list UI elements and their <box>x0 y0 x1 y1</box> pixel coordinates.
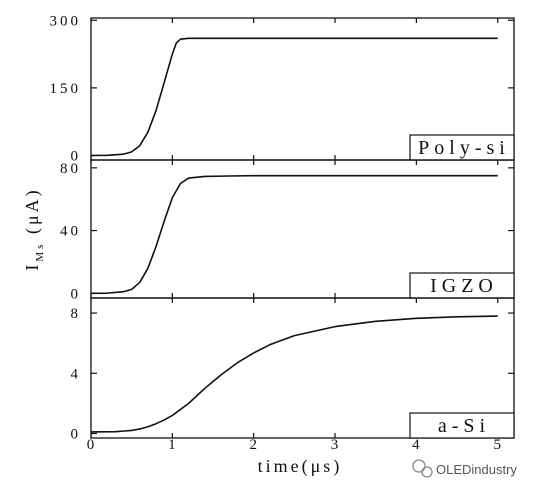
y-tick-label: 8 <box>71 306 82 322</box>
panel-label-box <box>409 412 515 439</box>
axis-titles: IMs (μA) time(μs) <box>22 187 343 477</box>
y-tick-label: 40 <box>60 224 81 240</box>
watermark-text: OLEDindustry <box>436 462 517 477</box>
wechat-icon <box>412 459 433 478</box>
y-tick-label: 0 <box>71 426 82 442</box>
x-tick-label: 2 <box>249 437 260 453</box>
y-axis-title: IMs (μA) <box>22 187 46 270</box>
watermark: OLEDindustry <box>412 459 517 478</box>
x-tick-label: 3 <box>331 437 342 453</box>
panel-label: IGZO <box>430 275 498 297</box>
x-tick-labels: 0 1 2 3 4 5 <box>87 437 504 453</box>
x-tick-label: 0 <box>87 437 98 453</box>
y-tick-label: 4 <box>71 366 82 382</box>
y-tick-label: 0 <box>71 286 82 302</box>
x-tick-label: 1 <box>168 437 179 453</box>
y-tick-label: 0 <box>71 148 82 164</box>
panel-frame <box>90 297 515 439</box>
panel-label: a-Si <box>438 415 490 437</box>
y-tick-label: 150 <box>50 81 82 97</box>
panel-poly-si: 0 150 300 Poly-si <box>50 13 515 164</box>
y-tick-label: 300 <box>50 13 82 29</box>
series-line <box>90 37 498 157</box>
x-tick-label: 5 <box>493 437 504 453</box>
panels-layer: 0 150 300 Poly-si 0 40 80 IGZO 0 4 8 a-Si 0 1 2 3 4 5 <box>50 13 515 453</box>
y-tick-label: 80 <box>60 161 81 177</box>
panel-label-box <box>409 272 515 299</box>
x-tick-label: 4 <box>412 437 423 453</box>
x-axis-title: time(μs) <box>258 456 343 477</box>
panel-a-si: 0 4 8 a-Si <box>71 297 515 442</box>
series-line <box>90 174 498 295</box>
series-line <box>90 315 498 433</box>
panel-label: Poly-si <box>418 137 510 159</box>
panel-igzo: 0 40 80 IGZO <box>60 159 515 302</box>
